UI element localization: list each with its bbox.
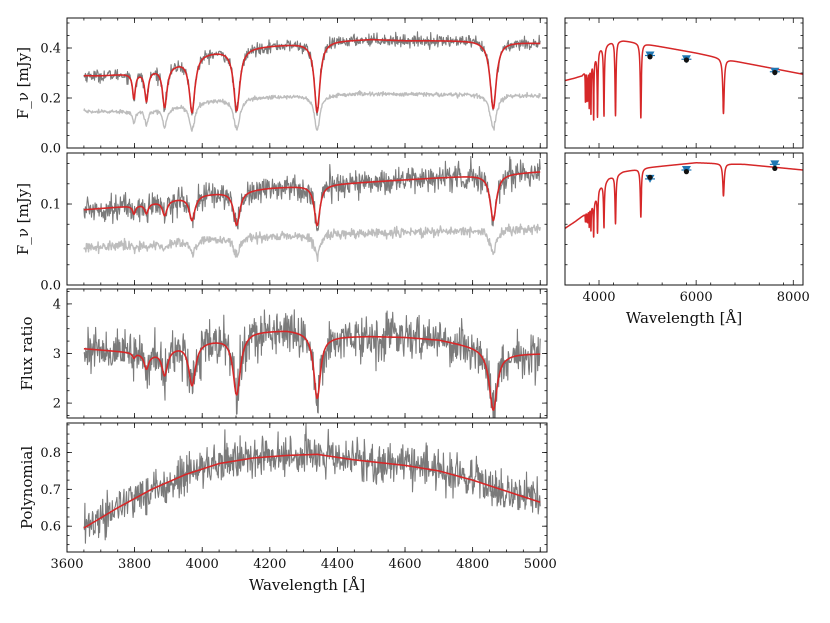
- xlabel: Wavelength [Å]: [626, 309, 742, 327]
- synthetic-point-0: [647, 54, 653, 60]
- ytick-label: 2: [53, 397, 61, 412]
- xtick-label: 6000: [680, 290, 713, 305]
- xtick-label: 5000: [524, 557, 557, 572]
- series-observed: [83, 309, 541, 418]
- xtick-label: 4400: [321, 557, 354, 572]
- synthetic-point-1: [683, 57, 690, 63]
- ytick-label: 0.8: [40, 446, 61, 461]
- ytick-label: 0.0: [40, 279, 61, 294]
- panel-spectrum-bright: 0.0 0.2 0.4 F_ν [mJy]: [14, 17, 548, 157]
- ytick-label: 4: [53, 297, 61, 312]
- series-model: [83, 38, 541, 114]
- axes-frame: [66, 17, 548, 149]
- synthetic-point-0: [647, 174, 653, 180]
- xtick-label: 4000: [186, 557, 219, 572]
- ytick-label: 0.0: [40, 142, 61, 157]
- panel-spectrum-faint: 0.0 0.1 F_ν [mJy]: [14, 152, 548, 294]
- ytick-label: 3: [53, 347, 61, 362]
- ytick-label: 0.7: [40, 483, 61, 498]
- synthetic-point-1: [683, 169, 690, 175]
- panel-polynomial: 3600 3800 4000 4200 4400 4600 4800 5000 0.6 0.7 0.…: [18, 422, 557, 594]
- panel-flux-ratio: 2 3 4 Flux ratio: [18, 288, 548, 419]
- plot-area: [565, 160, 803, 238]
- ylabel: Flux ratio: [18, 316, 36, 390]
- series-second-spectrum: [83, 223, 541, 262]
- plot-area: [565, 40, 803, 121]
- plot-area: [83, 31, 541, 132]
- plot-area: [83, 423, 541, 544]
- ylabel: F_ν [mJy]: [14, 47, 32, 119]
- axes-frame: [66, 422, 548, 553]
- xtick-label: 4800: [456, 557, 489, 572]
- xtick-label: 4200: [253, 557, 286, 572]
- series-observed: [83, 423, 541, 544]
- series-sed-model: [565, 40, 803, 121]
- series-sed-model: [565, 162, 803, 238]
- axes-frame: [66, 152, 548, 286]
- synthetic-point-2: [772, 69, 778, 76]
- series-observed: [83, 155, 541, 232]
- xtick-label: 8000: [777, 290, 810, 305]
- xtick-label: 3800: [118, 557, 151, 572]
- xtick-label: 4600: [388, 557, 421, 572]
- series-model: [83, 330, 541, 411]
- plot-area: [83, 155, 541, 262]
- xlabel: Wavelength [Å]: [249, 576, 365, 594]
- axes-frame: [564, 17, 804, 149]
- ytick-label: 0.4: [40, 42, 61, 57]
- plot-area: [83, 309, 541, 418]
- series-model: [83, 171, 541, 227]
- ytick-label: 0.6: [40, 520, 61, 535]
- synthetic-point-2: [772, 165, 778, 171]
- ylabel: F_ν [mJy]: [14, 183, 32, 255]
- ylabel: Polynomial: [18, 446, 36, 529]
- panel-sed-faint: 4000 6000 8000 Wavelength [Å]: [564, 152, 810, 327]
- xtick-label: 4000: [582, 290, 615, 305]
- series-second-spectrum: [83, 90, 541, 132]
- panel-sed-bright: [564, 17, 804, 149]
- ytick-label: 0.2: [40, 92, 61, 107]
- xtick-label: 3600: [50, 557, 83, 572]
- ytick-label: 0.1: [40, 198, 61, 213]
- series-observed: [83, 31, 541, 116]
- axes-frame: [564, 152, 804, 286]
- series-model: [83, 453, 541, 529]
